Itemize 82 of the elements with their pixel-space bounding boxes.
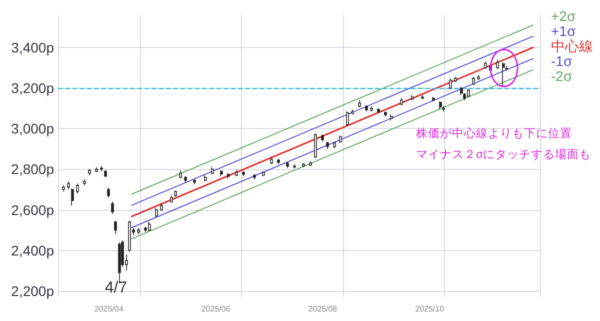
- annotation: 4/7: [104, 280, 128, 296]
- y-tick-label: 2,400p: [11, 242, 54, 258]
- candlestick: [128, 220, 131, 252]
- candlestick: [377, 108, 380, 114]
- y-tick-label: 2,800p: [11, 161, 54, 178]
- candlestick: [496, 59, 499, 70]
- candlestick: [333, 141, 336, 148]
- candlestick: [270, 156, 273, 165]
- y-tick-label: 3,200p: [11, 80, 54, 96]
- candlestick: [477, 74, 480, 80]
- candlestick: [184, 176, 187, 183]
- candlestick: [365, 104, 368, 112]
- candlestick: [432, 96, 435, 102]
- series-label: -2σ: [551, 68, 572, 84]
- candlestick: [83, 178, 86, 186]
- candlestick: [235, 170, 238, 177]
- candlestick: [286, 162, 289, 169]
- candlestick: [421, 94, 424, 100]
- candlestick: [111, 201, 114, 214]
- candlestick: [314, 133, 317, 158]
- candlestick: [67, 180, 70, 190]
- candlestick: [262, 170, 265, 177]
- candlestick: [174, 190, 177, 197]
- candlestick: [370, 106, 373, 112]
- x-tick-label: 2025/06: [201, 304, 231, 314]
- candlestick: [137, 228, 140, 235]
- candlestick: [449, 78, 452, 90]
- candlestick: [502, 62, 505, 88]
- candlestick: [100, 166, 103, 172]
- x-tick-label: 2025/10: [415, 304, 445, 314]
- candlestick: [472, 76, 475, 86]
- candlestick: [467, 88, 470, 98]
- candlestick: [227, 172, 230, 179]
- candlestick: [277, 158, 280, 165]
- candlestick: [302, 162, 305, 168]
- y-tick-label: 3,000p: [11, 120, 54, 137]
- candlestick: [211, 166, 214, 175]
- candlestick: [454, 76, 457, 82]
- candlestick: [351, 108, 354, 115]
- candlestick: [88, 168, 91, 176]
- candlestick: [293, 164, 296, 169]
- candlestick: [253, 174, 256, 180]
- candlestick: [104, 170, 107, 178]
- series-label: -1σ: [551, 53, 572, 69]
- candlestick: [358, 100, 361, 108]
- candlestick: [155, 207, 158, 218]
- candlestick: [204, 174, 207, 182]
- candlestick: [400, 98, 403, 106]
- candlestick: [160, 203, 163, 212]
- candlestick: [309, 160, 312, 167]
- candlestick: [71, 188, 74, 206]
- candlestick: [114, 220, 117, 235]
- candlestick: [384, 110, 387, 117]
- candlestick: [76, 182, 79, 194]
- series-label: +1σ: [551, 23, 576, 39]
- candlestick: [484, 61, 487, 70]
- annotation: マイナス２σにタッチする場面も: [416, 148, 592, 161]
- candlestick: [439, 100, 442, 110]
- candlestick: [95, 166, 98, 173]
- candlestick: [193, 178, 196, 185]
- candlestick: [242, 170, 245, 177]
- series-label: 中心線: [551, 38, 593, 54]
- candlestick: [179, 170, 182, 179]
- candlestick: [220, 170, 223, 177]
- series-label: +2σ: [551, 8, 576, 24]
- candlestick: [339, 135, 342, 144]
- candlestick: [326, 141, 329, 150]
- candlestick: [62, 185, 65, 192]
- candlestick: [170, 195, 173, 204]
- x-tick-label: 2025/04: [94, 304, 124, 314]
- y-tick-label: 2,200p: [11, 282, 54, 299]
- y-tick-label: 2,600p: [11, 202, 54, 218]
- y-tick-label: 3,400p: [11, 39, 54, 56]
- candlestick: [346, 110, 349, 126]
- annotation: 株価が中心線よりも下に位置: [415, 126, 572, 140]
- candlestick: [107, 187, 110, 198]
- x-tick-label: 2025/08: [308, 304, 338, 314]
- candlestick: [411, 94, 414, 101]
- candlestick: [148, 222, 151, 232]
- candlestick: [321, 134, 324, 142]
- candlestick: [390, 114, 393, 121]
- candlestick: [460, 86, 463, 96]
